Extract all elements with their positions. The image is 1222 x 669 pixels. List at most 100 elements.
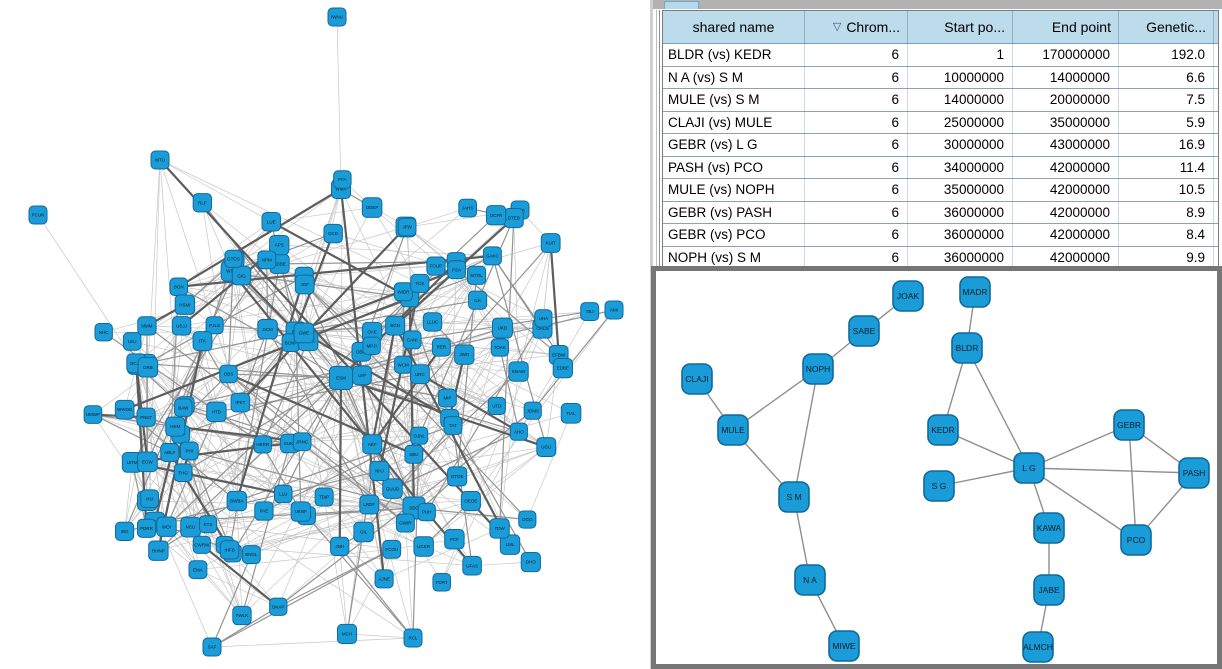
- node-shape[interactable]: [269, 597, 288, 616]
- node-shape[interactable]: [374, 569, 394, 589]
- node-shape[interactable]: [410, 364, 430, 385]
- cell-chromosome[interactable]: 6: [805, 246, 908, 268]
- node-shape[interactable]: [1013, 452, 1045, 484]
- overview-node[interactable]: GRB: [137, 356, 159, 378]
- node-shape[interactable]: [681, 363, 713, 395]
- node-MULE[interactable]: MULE: [717, 414, 749, 446]
- overview-node[interactable]: MPJI: [362, 336, 381, 355]
- overview-node[interactable]: OJNL: [410, 426, 429, 445]
- node-shape[interactable]: [137, 316, 157, 336]
- overview-node[interactable]: TIAL: [560, 403, 582, 424]
- node-shape[interactable]: [329, 366, 353, 390]
- overview-node[interactable]: GTOE: [447, 466, 468, 487]
- overview-node[interactable]: ITK: [192, 331, 213, 351]
- node-shape[interactable]: [432, 572, 452, 592]
- node-shape[interactable]: [192, 193, 212, 213]
- node-shape[interactable]: [290, 501, 311, 522]
- node-shape[interactable]: [241, 545, 261, 564]
- edge-PCO-LG[interactable]: [1028, 467, 1137, 541]
- overview-node[interactable]: AJNE: [374, 569, 394, 589]
- node-shape[interactable]: [426, 256, 446, 276]
- edge-PASH-LG[interactable]: [1028, 467, 1195, 474]
- cell-chromosome[interactable]: 6: [805, 224, 908, 246]
- overview-node[interactable]: GTOS: [224, 249, 243, 268]
- node-shape[interactable]: [431, 337, 451, 357]
- overview-node[interactable]: ILK: [468, 290, 488, 310]
- edge-NOPH-SM[interactable]: [793, 368, 819, 498]
- node-shape[interactable]: [269, 234, 290, 256]
- node-shape[interactable]: [503, 208, 524, 229]
- overview-node[interactable]: UHA: [534, 309, 553, 328]
- overview-node[interactable]: WIDR: [393, 282, 413, 302]
- node-shape[interactable]: [257, 318, 278, 340]
- cell-shared_name[interactable]: MULE (vs) S M: [663, 89, 805, 111]
- node-shape[interactable]: [1022, 631, 1054, 663]
- node-shape[interactable]: [156, 516, 177, 537]
- overview-node[interactable]: JWO: [454, 344, 475, 365]
- overview-node[interactable]: GIG: [231, 265, 252, 286]
- edge-BLDR-LG[interactable]: [966, 347, 1030, 469]
- node-shape[interactable]: [410, 426, 429, 445]
- node-shape[interactable]: [1033, 574, 1065, 606]
- cell-genetic[interactable]: 11.4: [1119, 156, 1214, 178]
- overview-node[interactable]: BGN: [169, 277, 189, 296]
- overview-node[interactable]: EBAM: [508, 361, 529, 382]
- node-shape[interactable]: [959, 276, 991, 308]
- overview-node[interactable]: FSA: [447, 260, 466, 280]
- overview-node[interactable]: CWRW: [192, 535, 211, 554]
- node-shape[interactable]: [402, 330, 422, 350]
- overview-node[interactable]: LRDF: [359, 494, 380, 515]
- node-shape[interactable]: [540, 233, 561, 253]
- table-row[interactable]: BLDR (vs) KEDR 6 1 170000000 192.0: [663, 44, 1218, 67]
- node-shape[interactable]: [226, 490, 247, 512]
- node-PASH[interactable]: PASH: [1178, 457, 1210, 489]
- overview-node[interactable]: NHC: [94, 323, 113, 342]
- table-row[interactable]: NOPH (vs) S M 6 36000000 42000000 9.9: [663, 246, 1218, 268]
- node-shape[interactable]: [394, 355, 413, 374]
- cell-start_position[interactable]: 36000000: [908, 246, 1013, 268]
- overview-node[interactable]: UGU: [536, 437, 557, 458]
- node-ALMCH[interactable]: ALMCH: [1022, 631, 1054, 663]
- node-shape[interactable]: [294, 274, 315, 295]
- node-shape[interactable]: [1113, 409, 1145, 441]
- node-shape[interactable]: [404, 444, 424, 464]
- node-shape[interactable]: [202, 637, 222, 657]
- overview-node[interactable]: TBJ: [580, 302, 600, 322]
- node-shape[interactable]: [604, 300, 624, 320]
- node-shape[interactable]: [140, 489, 160, 509]
- table-row[interactable]: GEBR (vs) PCO 6 36000000 42000000 8.4: [663, 224, 1218, 247]
- overview-node[interactable]: IHJ: [140, 489, 160, 509]
- node-SG[interactable]: S G: [923, 470, 955, 502]
- node-shape[interactable]: [188, 560, 208, 580]
- cell-shared_name[interactable]: GEBR (vs) PCO: [663, 224, 805, 246]
- node-shape[interactable]: [192, 331, 213, 351]
- node-shape[interactable]: [361, 197, 383, 218]
- node-shape[interactable]: [444, 529, 465, 550]
- overview-node[interactable]: BWBA: [226, 490, 247, 512]
- overview-node[interactable]: UTD: [487, 396, 506, 415]
- node-shape[interactable]: [180, 516, 201, 538]
- overview-node[interactable]: PHI: [179, 441, 199, 461]
- node-shape[interactable]: [336, 623, 358, 645]
- node-shape[interactable]: [482, 246, 502, 266]
- overview-node[interactable]: FFA: [333, 170, 352, 189]
- node-shape[interactable]: [927, 414, 959, 446]
- cell-chromosome[interactable]: 6: [805, 179, 908, 201]
- node-shape[interactable]: [114, 521, 135, 541]
- node-shape[interactable]: [219, 364, 238, 384]
- node-shape[interactable]: [468, 290, 488, 310]
- node-shape[interactable]: [413, 536, 434, 557]
- overview-node[interactable]: EMA: [188, 560, 208, 580]
- overview-node[interactable]: IWNU: [327, 7, 347, 27]
- overview-node[interactable]: MIP: [438, 388, 457, 408]
- node-JOAK[interactable]: JOAK: [892, 280, 924, 312]
- node-shape[interactable]: [274, 484, 293, 504]
- node-shape[interactable]: [136, 407, 156, 427]
- node-KEDR[interactable]: KEDR: [927, 414, 959, 446]
- column-header-end_point[interactable]: End point: [1013, 11, 1119, 43]
- overview-node[interactable]: OGO: [518, 510, 537, 529]
- overview-node[interactable]: HKRR: [253, 435, 272, 454]
- node-NOPH[interactable]: NOPH: [802, 353, 834, 385]
- cell-genetic[interactable]: 9.9: [1119, 246, 1214, 268]
- cell-chromosome[interactable]: 6: [805, 66, 908, 88]
